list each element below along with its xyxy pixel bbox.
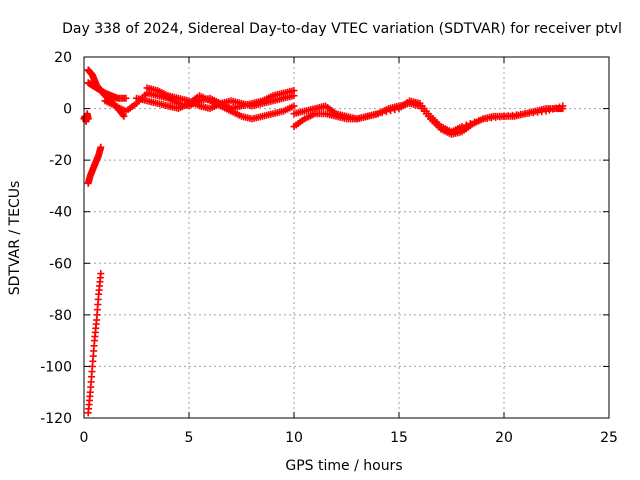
plot-frame	[83, 56, 610, 419]
x-tick-label: 10	[285, 430, 303, 446]
series-descent-steep	[84, 270, 105, 417]
chart-title: Day 338 of 2024, Sidereal Day-to-day VTE…	[62, 21, 622, 37]
x-tick-label: 25	[600, 430, 618, 446]
x-tick-label: 5	[185, 430, 194, 446]
y-tick-label: 20	[54, 50, 72, 66]
y-axis-label: SDTVAR / TECUs	[7, 181, 23, 296]
y-tick-label: -120	[40, 411, 72, 427]
series-main-c	[143, 84, 298, 113]
tick-labels: 0 5 10 15 20 25 20 0 -20 -40 -60 -80 -100 -120	[40, 50, 618, 446]
series-start-cluster	[80, 110, 92, 125]
series-tail	[290, 99, 567, 138]
axis-ticks	[83, 56, 610, 419]
series-rise-mid	[84, 143, 105, 187]
data-points	[80, 66, 567, 417]
x-axis-label: GPS time / hours	[285, 458, 402, 474]
y-tick-label: -60	[49, 256, 72, 272]
series-tail-b	[290, 97, 567, 136]
x-tick-label: 0	[80, 430, 89, 446]
y-tick-label: 0	[63, 102, 72, 118]
y-tick-label: -40	[49, 205, 72, 221]
y-tick-label: -100	[40, 359, 72, 375]
y-tick-label: -20	[49, 153, 72, 169]
x-tick-label: 20	[495, 430, 513, 446]
x-tick-label: 15	[390, 430, 408, 446]
y-tick-label: -80	[49, 308, 72, 324]
